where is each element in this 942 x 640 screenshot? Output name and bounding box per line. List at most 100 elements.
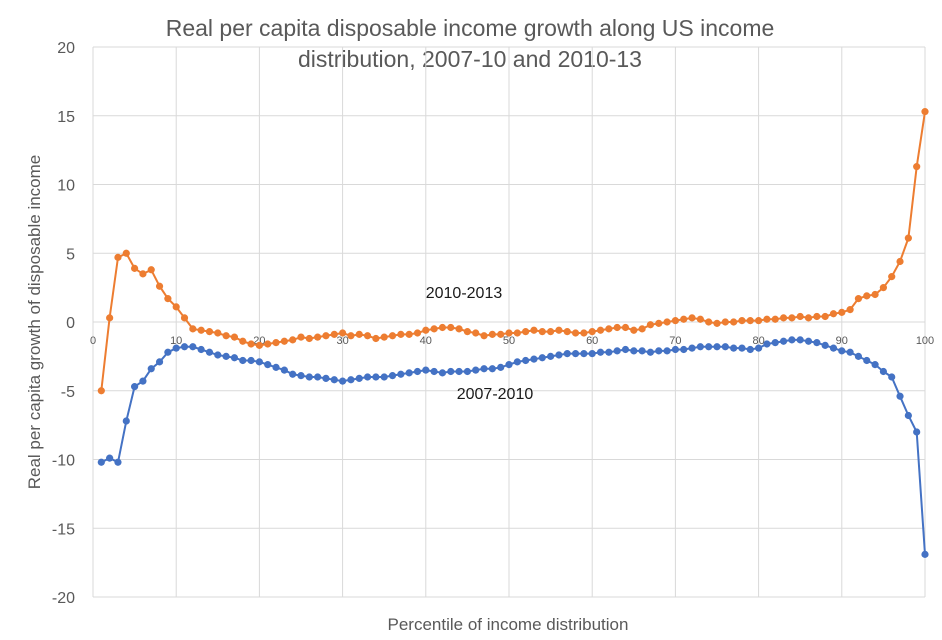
data-point: [339, 329, 347, 337]
data-point: [705, 318, 713, 326]
data-point: [488, 365, 496, 373]
x-axis-label: Percentile of income distribution: [388, 615, 629, 634]
data-point: [463, 328, 471, 336]
data-point: [122, 249, 130, 257]
data-point: [588, 350, 596, 358]
data-point: [264, 361, 272, 369]
series-line: [100, 111, 926, 391]
data-point: [621, 345, 630, 354]
data-point: [846, 348, 854, 356]
data-point: [721, 318, 729, 326]
data-point: [388, 332, 397, 340]
data-point: [405, 369, 413, 377]
data-point: [696, 343, 704, 351]
data-point: [655, 347, 663, 355]
data-point: [888, 273, 896, 281]
series-line: [100, 338, 926, 555]
data-point: [779, 314, 788, 322]
y-tick-label: 10: [57, 178, 75, 195]
data-point: [131, 264, 139, 272]
data-point: [771, 315, 779, 323]
data-point: [879, 284, 888, 292]
data-point: [255, 341, 263, 349]
data-point: [447, 367, 455, 376]
data-point: [247, 340, 255, 348]
data-point: [297, 372, 305, 380]
chart-title-line-1: Real per capita disposable income growth…: [166, 15, 775, 41]
data-point: [788, 336, 796, 344]
data-point: [763, 315, 771, 323]
data-point: [422, 326, 430, 334]
data-point: [721, 343, 729, 351]
data-point: [563, 350, 571, 358]
x-tick-label: 80: [752, 335, 764, 347]
data-point: [580, 350, 588, 358]
data-point: [155, 358, 164, 366]
data-point: [921, 550, 929, 558]
data-point: [655, 319, 663, 327]
data-point: [904, 234, 912, 242]
data-point: [688, 344, 696, 352]
y-tick-label: -10: [52, 453, 75, 470]
data-point: [197, 326, 205, 334]
data-point: [155, 282, 164, 290]
data-point: [688, 314, 696, 322]
data-point: [339, 377, 347, 385]
data-point: [205, 328, 214, 336]
data-point: [480, 365, 488, 373]
data-point: [854, 352, 863, 360]
data-point: [330, 376, 338, 384]
data-point: [114, 253, 122, 261]
data-point: [871, 290, 879, 299]
series-annotation-2007-2010: 2007-2010: [457, 386, 534, 403]
data-point: [838, 308, 846, 316]
data-point: [730, 318, 738, 326]
data-point: [114, 458, 122, 466]
data-point: [771, 339, 779, 347]
data-point: [821, 312, 829, 321]
data-point: [646, 321, 655, 329]
data-point: [189, 325, 197, 333]
data-point: [413, 367, 422, 376]
data-point: [297, 333, 305, 341]
y-tick-label: -15: [52, 521, 75, 538]
data-point: [214, 351, 222, 359]
data-point: [522, 328, 530, 336]
data-point: [438, 369, 447, 377]
data-point: [272, 363, 280, 371]
data-point: [513, 329, 521, 337]
data-point: [755, 344, 763, 352]
data-point: [180, 314, 189, 322]
x-tick-label: 10: [170, 335, 182, 347]
data-point: [580, 329, 588, 337]
data-point: [713, 319, 721, 327]
data-point: [796, 312, 804, 321]
data-point: [380, 333, 388, 341]
data-point: [480, 332, 488, 340]
data-point: [164, 295, 172, 303]
data-point: [372, 373, 380, 381]
data-point: [422, 366, 430, 374]
y-tick-label: -20: [52, 590, 75, 607]
data-point: [388, 372, 397, 380]
data-point: [663, 318, 671, 326]
data-point: [630, 326, 638, 334]
data-point: [804, 314, 813, 322]
data-point: [763, 340, 771, 348]
data-point: [497, 363, 505, 371]
data-point: [696, 315, 704, 323]
y-tick-label: 20: [57, 40, 75, 57]
y-axis-label: Real per capita growth of disposable inc…: [25, 155, 44, 490]
data-point: [547, 328, 555, 336]
data-point: [230, 333, 239, 341]
data-point: [106, 314, 114, 322]
data-point: [605, 325, 613, 333]
data-point: [630, 347, 638, 355]
data-point: [455, 325, 463, 333]
data-point: [638, 347, 646, 355]
data-point: [680, 315, 688, 323]
data-point: [821, 341, 829, 349]
data-point: [255, 358, 263, 366]
data-point: [164, 348, 172, 356]
